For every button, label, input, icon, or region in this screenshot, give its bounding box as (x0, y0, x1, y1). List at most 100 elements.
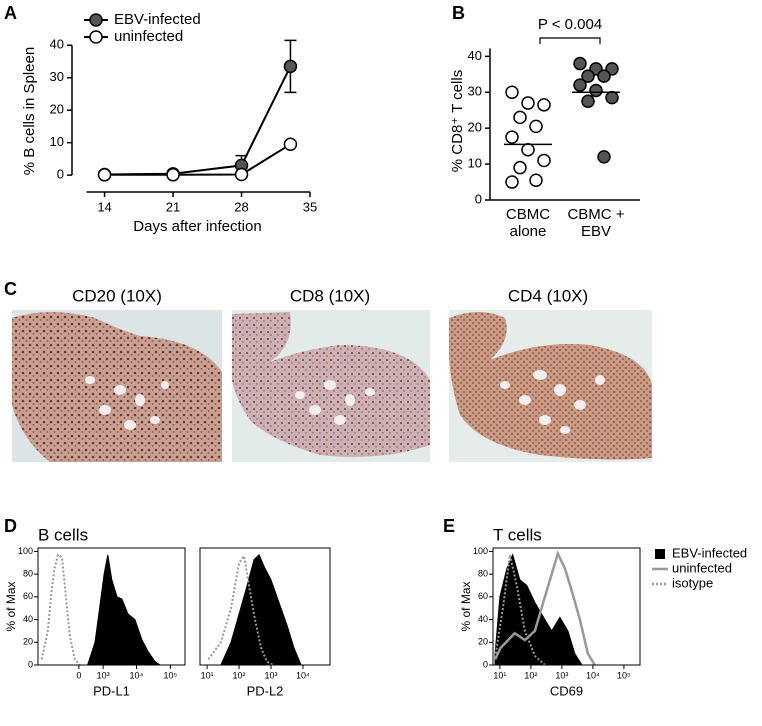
histogram-area (87, 554, 161, 665)
y-tick-label: 30 (468, 84, 482, 99)
micrograph: CD8 (10X) (232, 286, 430, 462)
x-tick-label: 10³ (555, 670, 568, 680)
image-label: CD8 (10X) (290, 286, 370, 305)
y-tick-label: 80 (478, 569, 488, 579)
panel-label: A (4, 3, 17, 23)
series-line (104, 65, 292, 176)
y-tick-label: 20 (478, 637, 488, 647)
point (573, 78, 587, 92)
x-tick-label: 10² (524, 670, 537, 680)
histogram-line (494, 554, 546, 665)
y-tick-label: 60 (23, 591, 33, 601)
x-tick-label: 10² (233, 670, 246, 680)
x-tick-label: 14 (97, 199, 111, 214)
point (537, 98, 551, 112)
point (589, 83, 603, 98)
x-tick-label: 28 (234, 199, 248, 214)
annotation: P < 0.004 (538, 16, 602, 33)
point (573, 56, 587, 71)
series-line (104, 143, 291, 176)
histogram-line (493, 550, 596, 665)
x-tick-label: 10¹ (201, 670, 214, 680)
x-tick-label: 10⁵ (164, 670, 178, 680)
histogram-area (220, 553, 302, 665)
point (605, 90, 619, 105)
histogram-line (40, 553, 81, 665)
y-tick-label: 40 (50, 37, 64, 52)
y-tick-label: 40 (23, 614, 33, 624)
marker (166, 168, 180, 182)
plot-area (207, 553, 302, 665)
micrograph: CD4 (10X) (449, 286, 652, 462)
histogram-area (494, 553, 583, 665)
marker (97, 168, 112, 182)
x-tick-label: 10³ (97, 670, 110, 680)
panel-label: D (4, 516, 17, 536)
legend-label: EBV-infected (114, 11, 201, 28)
significance-bracket (539, 37, 601, 44)
point (529, 119, 543, 134)
y-tick-label: 20 (468, 120, 482, 135)
legend-label: uninfected (672, 560, 732, 575)
x-tick-label: 10⁴ (130, 670, 144, 680)
legend-label: EBV-infected (672, 545, 747, 560)
y-axis-title: % of Max (459, 581, 473, 631)
y-tick-label: 100 (18, 546, 33, 556)
x-tick-label: 0 (76, 670, 81, 680)
point (581, 94, 595, 108)
y-tick-label: 10 (50, 134, 64, 149)
vacuoles (85, 376, 169, 430)
y-tick-label: 40 (478, 614, 488, 624)
legend-label: isotype (672, 575, 713, 590)
marker (283, 59, 298, 74)
tissue (449, 312, 652, 460)
point (521, 142, 535, 157)
x-tick-label: 21 (166, 199, 180, 214)
y-tick-label: 10 (468, 156, 482, 171)
panel-label: B (452, 3, 465, 23)
x-axis-title: PD-L2 (247, 683, 284, 698)
point (505, 130, 519, 144)
x-tick-label: 10⁴ (586, 670, 600, 680)
x-tick-label: 10¹ (493, 670, 506, 680)
plot-area (493, 550, 596, 665)
point (597, 150, 611, 164)
y-tick-label: 0 (483, 659, 488, 669)
plot-area (40, 553, 161, 665)
panel-label: C (4, 279, 17, 299)
x-tick-label: 10³ (265, 670, 278, 680)
y-tick-label: 80 (23, 569, 33, 579)
y-axis-title: % of Max (4, 581, 18, 631)
point (505, 175, 519, 189)
y-tick-label: 0 (475, 191, 482, 206)
legend-label: uninfected (114, 28, 183, 45)
legend-marker (89, 13, 103, 27)
y-tick-label: 100 (473, 546, 488, 556)
vacuoles (295, 380, 375, 425)
image-label: CD4 (10X) (508, 286, 588, 305)
micrograph: CD20 (10X) (12, 286, 222, 462)
y-tick-label: 0 (28, 659, 33, 669)
point (529, 173, 543, 187)
histogram-line (207, 553, 274, 665)
y-tick-label: 20 (23, 637, 33, 647)
y-tick-label: 20 (50, 102, 64, 117)
panel-title: T cells (493, 525, 542, 544)
y-tick-label: 0 (57, 167, 64, 182)
marker (234, 167, 249, 182)
point (513, 110, 527, 125)
x-tick-label: 35 (303, 199, 317, 214)
x-tick-label: 10⁴ (296, 670, 310, 680)
legend-swatch (655, 549, 665, 559)
y-tick-label: 30 (50, 69, 64, 84)
point (505, 85, 519, 100)
y-tick-label: 40 (468, 48, 482, 63)
x-tick-label: CBMC alone (505, 206, 551, 240)
marker (283, 137, 298, 152)
point (581, 69, 595, 83)
vacuoles (500, 370, 605, 434)
point (513, 160, 527, 175)
point (537, 153, 551, 168)
